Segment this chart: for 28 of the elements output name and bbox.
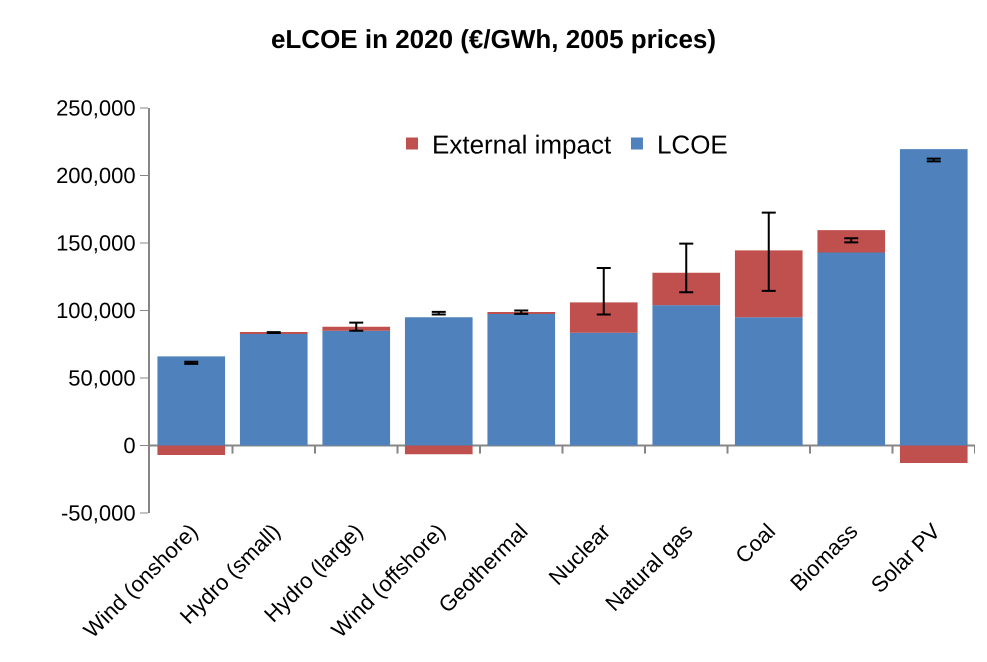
y-tick-label: 150,000 <box>56 230 136 256</box>
y-tick-label: 200,000 <box>56 163 136 188</box>
bar <box>404 317 473 446</box>
bar <box>322 330 390 446</box>
bar <box>404 446 473 454</box>
bar <box>734 317 803 446</box>
bar <box>652 272 720 306</box>
bar <box>570 302 638 333</box>
bar <box>734 250 803 318</box>
y-tick-label: 250,000 <box>56 96 136 121</box>
legend-label: LCOE <box>656 130 728 160</box>
y-tick-label: -50,000 <box>60 500 136 526</box>
bar <box>817 252 886 446</box>
y-tick-label: 0 <box>123 433 136 458</box>
bar <box>487 314 556 446</box>
bar <box>157 356 226 446</box>
bar <box>900 149 968 446</box>
bar <box>322 326 390 331</box>
bar <box>240 333 308 446</box>
bar <box>157 446 226 455</box>
y-tick-label: 50,000 <box>68 366 136 391</box>
bar <box>900 446 968 464</box>
bar <box>570 332 638 446</box>
legend-label: External impact <box>432 130 612 160</box>
y-tick-label: 100,000 <box>56 298 136 324</box>
bar <box>652 305 720 446</box>
chart-title: eLCOE in 2020 (€/GWh, 2005 prices) <box>270 24 716 54</box>
bar <box>817 230 886 252</box>
